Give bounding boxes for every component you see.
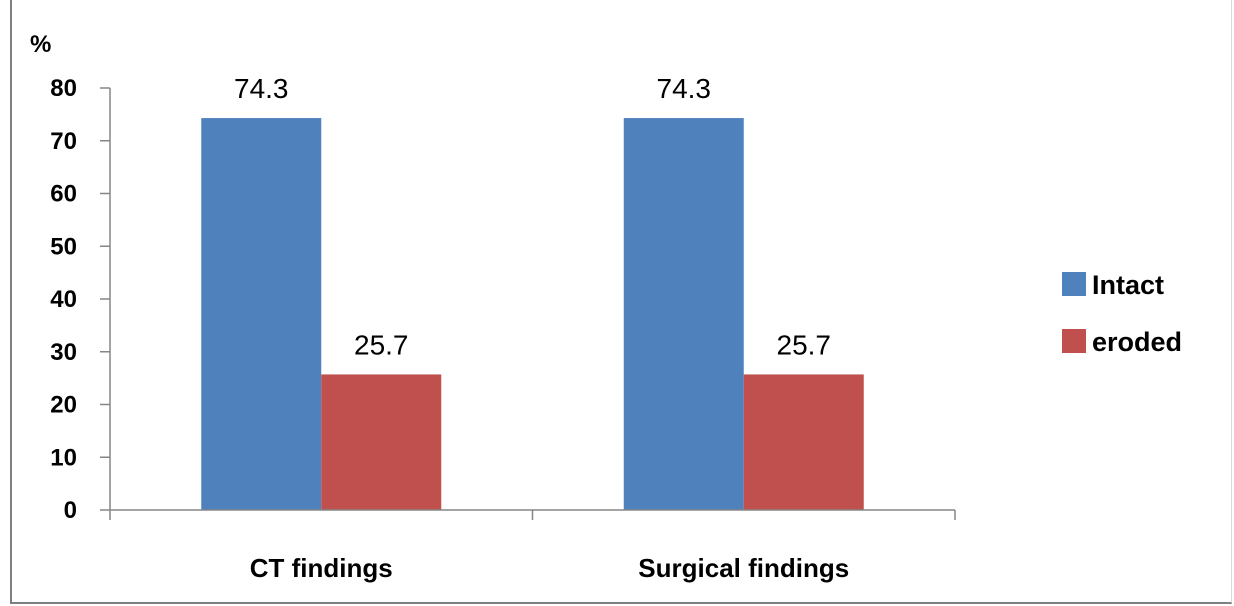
legend: Intact eroded — [1062, 270, 1182, 357]
data-label: 25.7 — [777, 329, 832, 360]
data-label: 25.7 — [354, 329, 409, 360]
y-tick-label: 80 — [50, 75, 77, 102]
legend-swatch-intact — [1062, 272, 1086, 296]
y-tick-label: 40 — [50, 286, 77, 313]
y-tick-label: 10 — [50, 444, 77, 471]
x-category-label: Surgical findings — [638, 553, 849, 583]
legend-label-intact: Intact — [1092, 270, 1164, 300]
y-tick-label: 60 — [50, 181, 77, 208]
y-tick-label: 20 — [50, 392, 77, 419]
bar-intact-1 — [201, 118, 322, 510]
chart-frame — [10, 0, 1232, 604]
y-tick-label: 70 — [50, 128, 77, 155]
bar-intact-2 — [623, 118, 744, 510]
bar-eroded-1 — [321, 374, 442, 510]
x-category-label: CT findings — [250, 553, 393, 583]
y-tick-label: 0 — [64, 497, 77, 524]
data-label: 74.3 — [657, 73, 712, 104]
y-axis: 0 10 20 30 40 50 60 70 80 — [50, 75, 111, 524]
x-axis: CT findings Surgical findings — [109, 509, 956, 583]
y-tick-label: 30 — [50, 339, 77, 366]
data-labels: 74.3 25.7 74.3 25.7 — [234, 73, 831, 360]
data-label: 74.3 — [234, 73, 289, 104]
legend-swatch-eroded — [1062, 329, 1086, 353]
y-axis-unit-label: % — [30, 31, 51, 58]
y-tick-label: 50 — [50, 233, 77, 260]
bar-eroded-2 — [743, 374, 864, 510]
legend-label-eroded: eroded — [1092, 327, 1182, 357]
bars — [201, 118, 864, 510]
